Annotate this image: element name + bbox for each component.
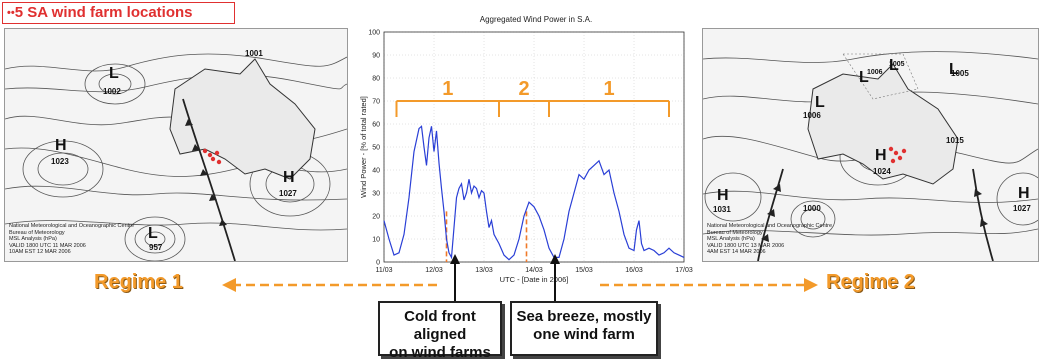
right-high-2-letter: H bbox=[717, 187, 729, 204]
left-high-1-value: 1023 bbox=[51, 157, 69, 166]
y-tick-label: 30 bbox=[372, 191, 380, 198]
left-map-isobars bbox=[5, 53, 347, 261]
right-high-3-value: 1027 bbox=[1013, 204, 1031, 213]
right-high-1-value: 1024 bbox=[873, 167, 891, 176]
y-tick-label: 60 bbox=[372, 122, 380, 129]
plot-frame bbox=[383, 31, 685, 263]
right-low-3-letter: L bbox=[949, 61, 959, 78]
wind-farm-marker-icon: •• bbox=[7, 7, 15, 19]
wind-power-line bbox=[383, 125, 685, 261]
x-tick-label: 17/03 bbox=[675, 267, 693, 274]
regime-2-label: Regime 2 bbox=[826, 271, 915, 293]
left-low-2-value: 957 bbox=[149, 243, 163, 252]
right-low-1-value: 1006 bbox=[867, 69, 883, 76]
right-low-1-letter: L bbox=[859, 69, 869, 86]
right-isobar-1: 1015 bbox=[946, 136, 964, 145]
regime-2-arrow-icon bbox=[804, 278, 818, 292]
cold-front-arrow-icon bbox=[450, 254, 460, 264]
right-map-credit: National Meteorological and Oceanographi… bbox=[707, 223, 833, 255]
left-low-1-letter: L bbox=[109, 65, 119, 82]
left-high-1-letter: H bbox=[55, 137, 67, 154]
callout-arrows bbox=[450, 254, 560, 302]
right-high-3-letter: H bbox=[1018, 185, 1030, 202]
chart-series bbox=[383, 125, 685, 261]
wind-power-chart: Aggregated Wind Power in S.A. 0 10 20 30 40 5… bbox=[354, 10, 694, 285]
left-high-2-value: 1027 bbox=[279, 189, 297, 198]
sea-breeze-callout: Sea breeze, mostly one wind farm bbox=[510, 301, 658, 356]
chart-axes bbox=[383, 31, 685, 263]
chart-title: Aggregated Wind Power in S.A. bbox=[480, 15, 593, 24]
right-synoptic-map: L 1006 L 1005 L 1005 L 1006 H 1024 H 103… bbox=[702, 28, 1039, 262]
wind-farm-legend: ••5 SA wind farm locations bbox=[2, 2, 235, 24]
regime-1-arrow-icon bbox=[222, 278, 236, 292]
regime-bracket-label: 1 bbox=[442, 78, 453, 100]
chart-background bbox=[354, 10, 694, 285]
right-isobar-2: 1000 bbox=[803, 204, 821, 213]
left-map-credit: National Meteorological and Oceanographi… bbox=[9, 223, 135, 255]
left-isobar-label: 1001 bbox=[245, 49, 263, 58]
x-tick-label: 15/03 bbox=[575, 267, 593, 274]
sea-breeze-arrow-icon bbox=[550, 254, 560, 264]
left-synoptic-map: H 1023 L 1002 H 1027 L 957 1001 National… bbox=[4, 28, 348, 262]
right-high-2-value: 1031 bbox=[713, 205, 731, 214]
chart-y-label: Wind Power - [% of total rated] bbox=[359, 96, 368, 198]
y-tick-label: 40 bbox=[372, 168, 380, 175]
chart-x-label: UTC - [Date in 2006] bbox=[500, 275, 569, 284]
right-low-3-value: 1005 bbox=[951, 69, 969, 78]
regime-1-label: Regime 1 bbox=[94, 271, 183, 293]
right-low-2-letter: L bbox=[889, 57, 899, 74]
cold-front-callout: Cold front aligned on wind farms bbox=[378, 301, 502, 361]
y-tick-label: 80 bbox=[372, 76, 380, 83]
legend-title: 5 SA wind farm locations bbox=[14, 4, 193, 21]
x-tick-label: 16/03 bbox=[625, 267, 643, 274]
right-map-isobars bbox=[703, 51, 1038, 261]
regime-bracket-label: 2 bbox=[518, 78, 529, 100]
left-high-2-letter: H bbox=[283, 169, 295, 186]
right-low-left-letter: L bbox=[815, 94, 825, 111]
regime-brackets: 1 2 1 bbox=[395, 78, 670, 117]
y-tick-label: 70 bbox=[372, 99, 380, 106]
chart-y-ticks: 0 10 20 30 40 50 60 70 80 90 100 bbox=[368, 30, 380, 267]
right-high-1-letter: H bbox=[875, 147, 887, 164]
left-low-2-letter: L bbox=[148, 225, 158, 242]
right-low-left-value: 1006 bbox=[803, 111, 821, 120]
y-tick-label: 90 bbox=[372, 53, 380, 60]
y-tick-label: 0 bbox=[376, 260, 380, 267]
x-tick-label: 12/03 bbox=[425, 267, 443, 274]
y-tick-label: 10 bbox=[372, 237, 380, 244]
y-tick-label: 100 bbox=[368, 30, 380, 37]
regime-bracket-label: 1 bbox=[603, 78, 614, 100]
left-low-1-value: 1002 bbox=[103, 87, 121, 96]
chart-x-ticks: 11/03 12/03 13/03 14/03 15/03 16/03 17/03 bbox=[376, 267, 693, 274]
y-tick-label: 50 bbox=[372, 145, 380, 152]
right-low-2-value: 1005 bbox=[889, 61, 905, 68]
x-tick-label: 11/03 bbox=[376, 267, 393, 274]
x-tick-label: 13/03 bbox=[475, 267, 493, 274]
regime-arrows bbox=[222, 278, 818, 292]
x-tick-label: 14/03 bbox=[525, 267, 543, 274]
y-tick-label: 20 bbox=[372, 214, 380, 221]
